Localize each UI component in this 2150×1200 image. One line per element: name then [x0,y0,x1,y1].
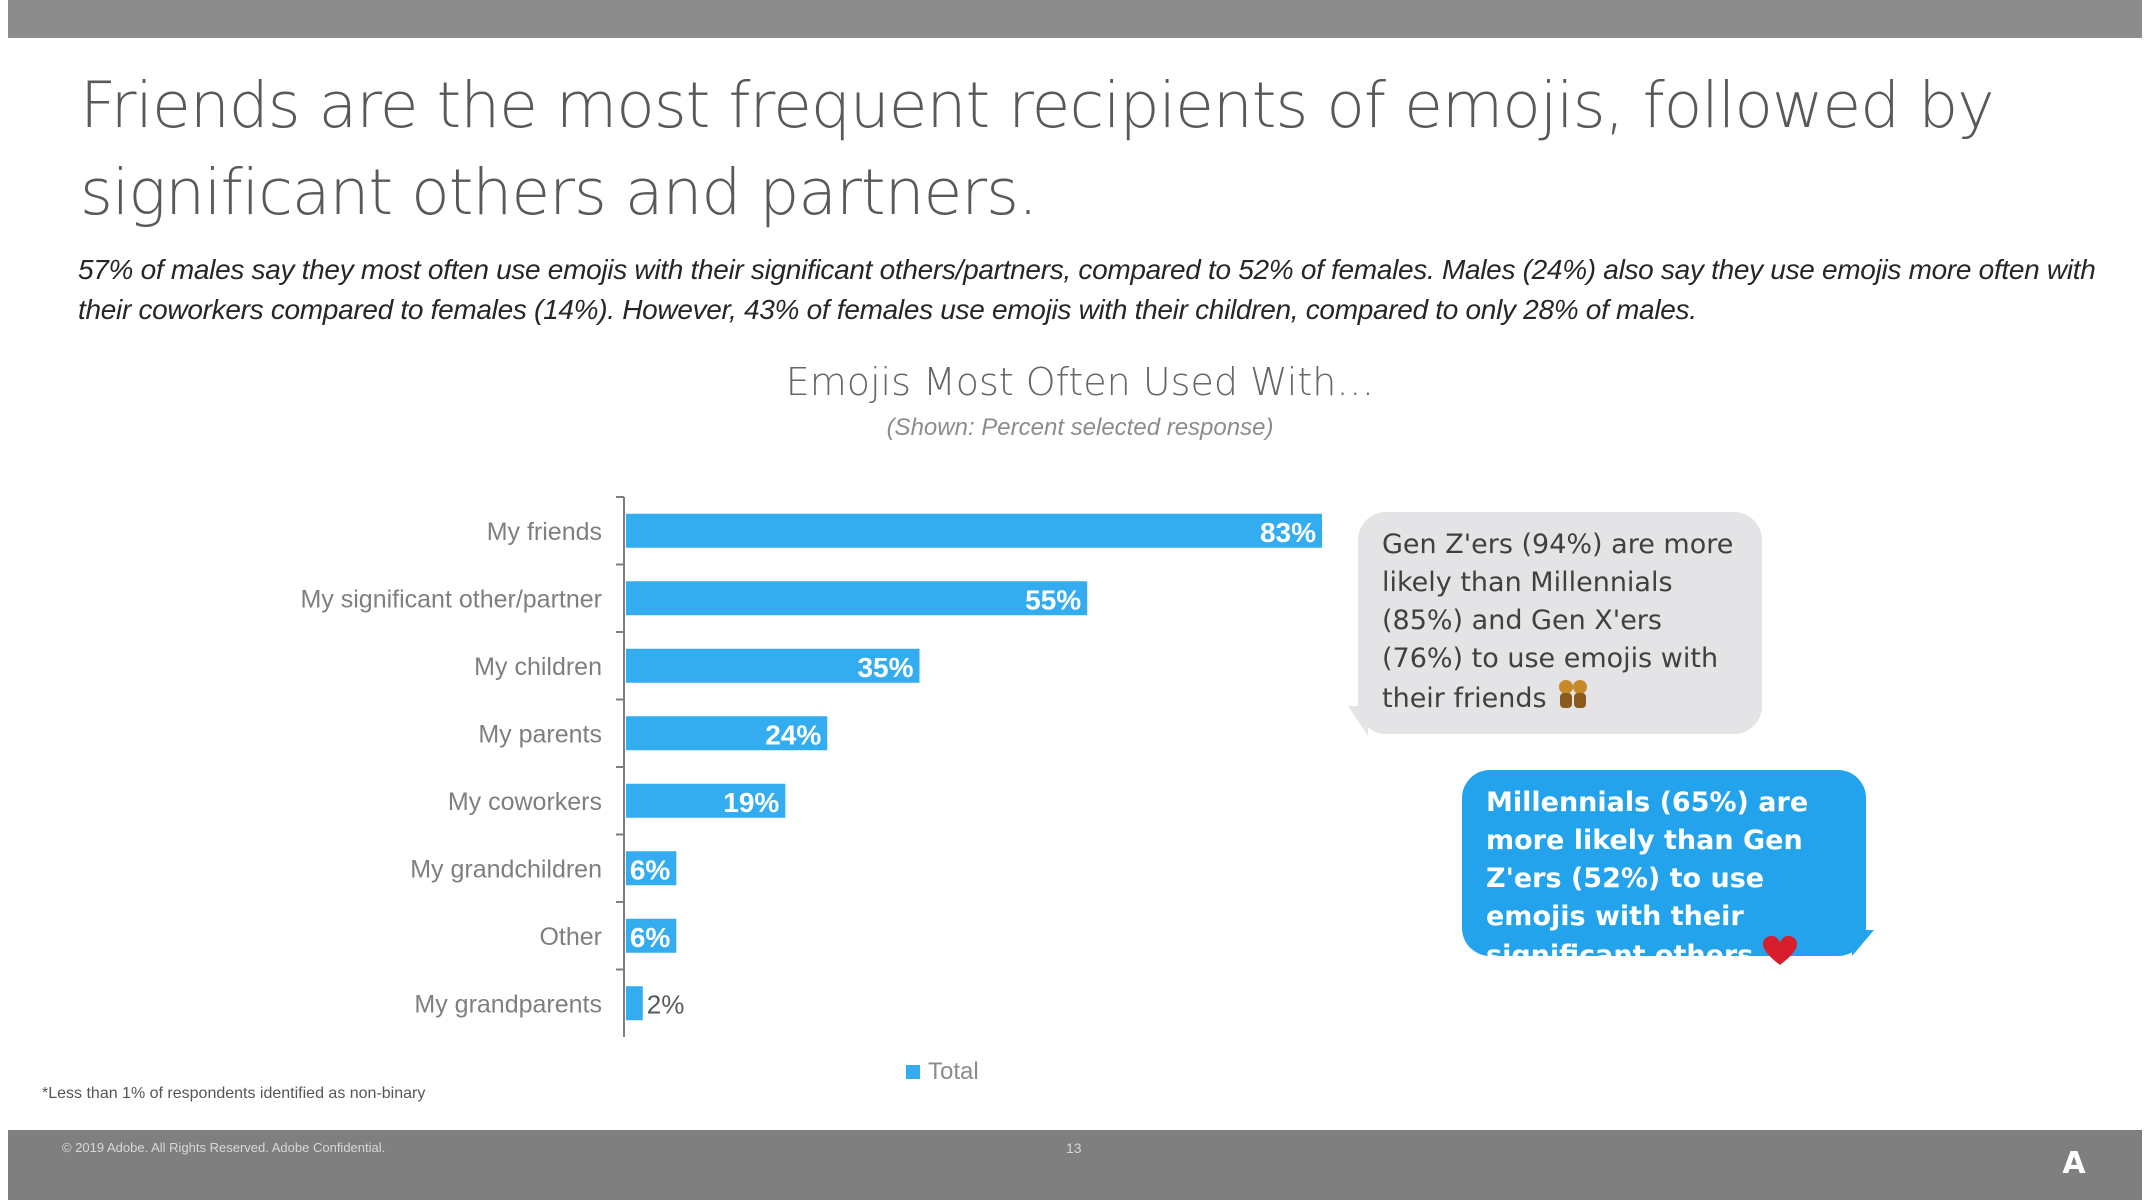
bar [626,513,1322,548]
chart-note: (Shown: Percent selected response) [886,414,1274,441]
gen-z-friends-bubble: Gen Z'ers (94%) are more likely than Mil… [1358,512,1762,734]
bar [626,986,643,1021]
adobe-logo: A [2062,1146,2086,1181]
data-label: 35% [857,652,913,683]
bar [626,581,1088,616]
category-label: My significant other/partner [300,585,602,613]
two-women-emoji-icon [1555,678,1591,721]
category-label: My coworkers [448,788,602,816]
slide-subtitle: 57% of males say they most often use emo… [78,254,2096,325]
data-label: 6% [630,922,671,953]
top-band [8,0,2142,38]
page-number: 13 [1066,1140,1082,1156]
bar [626,716,828,751]
legend-swatch [906,1065,920,1079]
data-label: 83% [1260,517,1316,548]
data-label: 6% [630,854,671,885]
category-label: My children [474,653,602,681]
data-label: 2% [647,989,685,1019]
chart-legend: Total [906,1058,979,1086]
slide-title: Friends are the most frequent recipients… [80,69,1994,229]
bar [626,783,786,818]
category-label: My grandchildren [410,855,602,883]
legend-label: Total [928,1058,979,1085]
bar [626,918,677,953]
data-label: 55% [1025,584,1081,615]
millennials-partner-text: Millennials (65%) are more likely than G… [1486,787,1809,971]
bar [626,648,920,683]
millennials-partner-bubble: Millennials (65%) are more likely than G… [1462,770,1866,971]
footnote: *Less than 1% of respondents identified … [42,1085,426,1102]
chart-title: Emojis Most Often Used With… [785,360,1375,404]
category-label: My friends [487,518,602,546]
bar [626,851,677,886]
category-label: My parents [478,720,602,748]
copyright: © 2019 Adobe. All Rights Reserved. Adobe… [62,1140,386,1155]
category-label: My grandparents [414,990,602,1018]
gen-z-friends-text: Gen Z'ers (94%) are more likely than Mil… [1382,529,1734,714]
data-label: 24% [765,719,821,750]
data-label: 19% [723,787,779,818]
category-label: Other [539,923,602,951]
bottom-band [8,1130,2142,1200]
red-heart-emoji-icon [1762,936,1797,977]
